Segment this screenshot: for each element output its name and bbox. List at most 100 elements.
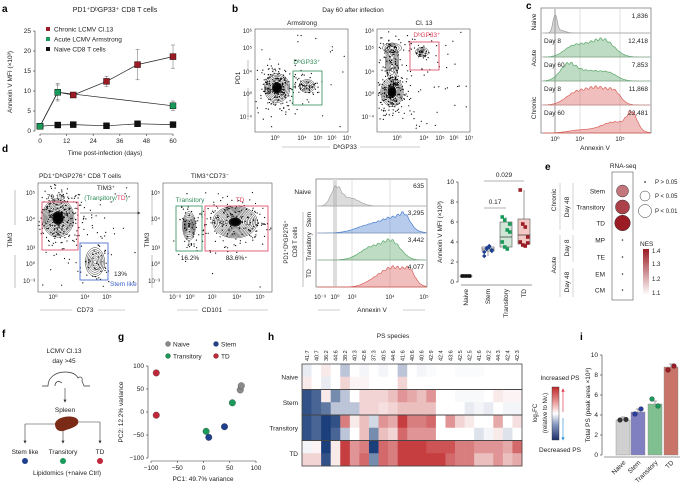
nes-colorbar xyxy=(643,249,649,295)
legend-label: TD xyxy=(221,354,230,361)
y-tick-label: 10⁻⁴ xyxy=(240,114,253,121)
flow-event-dot xyxy=(48,199,50,202)
heatmap-cell xyxy=(388,440,398,454)
flow-event-dot xyxy=(410,97,412,99)
flow-event-dot xyxy=(187,206,189,208)
flow-event-dot xyxy=(306,99,308,101)
density-contour xyxy=(303,83,311,89)
flow-event-dot xyxy=(406,35,409,37)
panel-label-g: g xyxy=(118,332,124,343)
flow-event-dot xyxy=(95,215,97,217)
flow-event-dot xyxy=(77,194,79,196)
log2fc-colorbar xyxy=(551,386,560,441)
flow-event-dot xyxy=(191,210,193,213)
flow-event-dot xyxy=(406,95,408,97)
heatmap-cell xyxy=(397,415,408,429)
flow-event-dot xyxy=(381,69,383,71)
heatmap-cell xyxy=(445,453,456,467)
flow-event-dot xyxy=(269,84,271,86)
column-label: 42:5 xyxy=(458,350,464,361)
heatmap-cell xyxy=(426,364,437,378)
flow-event-dot xyxy=(256,107,258,109)
flow-event-dot xyxy=(262,207,264,209)
flow-event-dot xyxy=(330,84,332,86)
flow-event-dot xyxy=(295,60,297,62)
flow-event-dot xyxy=(217,193,219,195)
x-tick-label: 10³ xyxy=(348,295,357,301)
heatmap-cell xyxy=(340,364,351,378)
y-tick-label: 8 xyxy=(450,199,454,206)
flow-event-dot xyxy=(434,124,436,126)
mfi-value: 4,077 xyxy=(408,264,425,271)
flow-event-dot xyxy=(419,51,421,53)
pca-point-stem xyxy=(205,433,213,441)
y-tick-label: 20 xyxy=(24,48,32,55)
heatmap-cell xyxy=(426,389,437,403)
flow-event-dot xyxy=(378,46,380,49)
flow-event-dot xyxy=(293,86,295,88)
flow-event-dot xyxy=(104,250,106,252)
flow-event-dot xyxy=(75,212,77,214)
heatmap-cell xyxy=(407,389,418,403)
flow-event-dot xyxy=(458,85,460,87)
flow-event-dot xyxy=(104,266,106,268)
heatmap-cell xyxy=(474,453,485,467)
density-contour xyxy=(42,199,74,237)
flow-event-dot xyxy=(207,208,209,210)
flow-event-dot xyxy=(254,210,256,212)
row-label: Day 60 xyxy=(544,62,565,69)
column-label: 42:4 xyxy=(506,350,512,361)
flow-event-dot xyxy=(275,78,277,80)
flow-event-dot xyxy=(190,244,192,246)
data-point-td xyxy=(523,225,528,229)
color-legend-title: NES xyxy=(640,241,654,248)
flow-event-dot xyxy=(61,191,63,193)
flow-event-dot xyxy=(214,240,216,242)
y-tick-label: 10⁴ xyxy=(26,216,36,223)
flow-event-dot xyxy=(427,71,429,73)
spleen-icon xyxy=(55,416,79,432)
flow-event-dot xyxy=(77,197,79,199)
flow-event-dot xyxy=(113,233,116,235)
flow-event-dot xyxy=(282,102,284,104)
flow-event-dot xyxy=(409,70,412,73)
flow-event-dot xyxy=(79,194,81,196)
density-contour xyxy=(264,73,291,103)
heatmap-cell xyxy=(359,389,370,403)
flow-event-dot xyxy=(420,89,422,91)
heatmap-cell xyxy=(359,376,370,390)
heatmap-cell xyxy=(321,402,331,416)
mfi-value: 1,836 xyxy=(632,13,649,20)
heatmap-cell xyxy=(340,440,351,454)
pca-point-td xyxy=(152,369,160,377)
x-category-label: Transitory xyxy=(503,288,510,317)
flow-event-dot xyxy=(265,78,267,80)
y-tick-label: 10 xyxy=(447,179,455,186)
flow-event-dot xyxy=(294,83,296,85)
data-point-td xyxy=(671,363,677,369)
heatmap-cell xyxy=(321,389,331,403)
flow-event-dot xyxy=(95,252,97,254)
flow-event-dot xyxy=(452,40,454,42)
heatmap-cell xyxy=(349,376,360,390)
density-contour xyxy=(265,74,289,102)
panel-label-e: e xyxy=(545,162,551,173)
flow-event-dot xyxy=(294,64,296,66)
flow-event-dot xyxy=(188,246,191,248)
heatmap-cell xyxy=(321,376,331,390)
subgroup-label: Day 48 xyxy=(564,196,571,217)
flow-event-dot xyxy=(99,245,101,247)
heatmap-cell xyxy=(455,453,465,467)
flow-event-dot xyxy=(83,228,85,230)
flow-event-dot xyxy=(259,286,261,288)
flow-event-dot xyxy=(219,236,221,238)
density-contour xyxy=(300,80,314,92)
gate-percentage: 83.6% xyxy=(226,255,245,262)
flow-event-dot xyxy=(48,240,50,242)
flow-event-dot xyxy=(427,57,429,59)
flow-event-dot xyxy=(227,247,229,249)
heatmap-cell xyxy=(330,427,341,441)
flow-event-dot xyxy=(273,103,275,105)
density-contour xyxy=(213,206,256,238)
heatmap-cell xyxy=(455,376,465,390)
